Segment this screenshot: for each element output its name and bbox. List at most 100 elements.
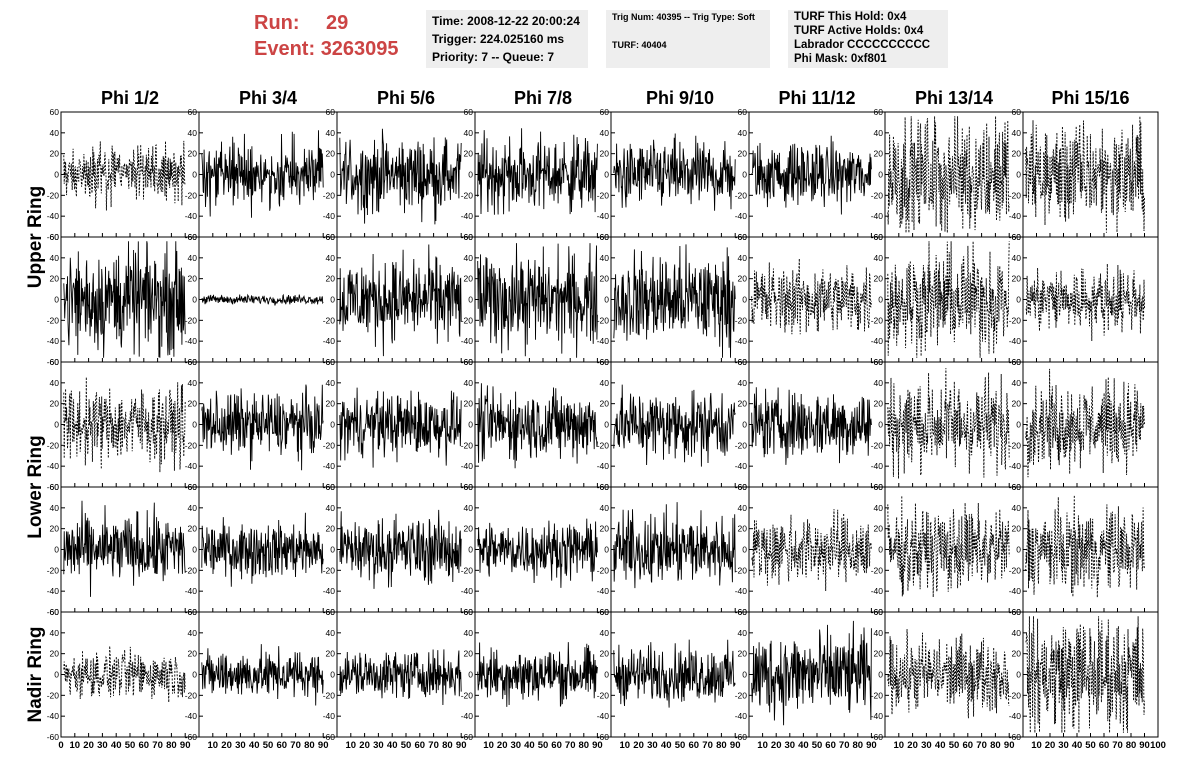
y-tick-label: -20 [597, 690, 610, 700]
waveform-trace [477, 243, 598, 358]
y-tick-label: 60 [50, 107, 60, 117]
y-tick-label: -20 [1009, 440, 1022, 450]
column-header: Phi 15/16 [1051, 88, 1129, 108]
x-tick-label: 30 [373, 740, 384, 751]
y-tick-label: -20 [1009, 690, 1022, 700]
y-tick-label: -20 [323, 565, 336, 575]
y-tick-label: -40 [323, 211, 336, 221]
waveform-trace [201, 293, 324, 306]
y-tick-label: -40 [47, 461, 60, 471]
x-tick-label: 90 [318, 740, 329, 751]
event-label: Event: [254, 38, 316, 60]
x-tick-label: 20 [359, 740, 370, 751]
y-tick-label: 60 [874, 357, 884, 367]
column-header: Phi 3/4 [239, 88, 297, 108]
y-tick-label: -60 [597, 732, 610, 742]
y-tick-label: 60 [1012, 607, 1022, 617]
x-tick-label: 50 [812, 740, 823, 751]
x-tick-label: 10 [757, 740, 768, 751]
y-tick-label: 60 [874, 107, 884, 117]
y-tick-label: 40 [738, 628, 748, 638]
x-tick-label: 80 [990, 740, 1001, 751]
y-tick-label: 40 [188, 253, 198, 263]
y-tick-label: 40 [1012, 378, 1022, 388]
x-tick-label: 50 [675, 740, 686, 751]
y-tick-label: -40 [461, 711, 474, 721]
y-tick-label: 40 [464, 253, 474, 263]
y-tick-label: -60 [47, 607, 60, 617]
run-label: Run: [254, 12, 300, 34]
y-tick-label: -60 [461, 732, 474, 742]
y-tick-label: 0 [604, 170, 609, 180]
y-tick-label: 40 [326, 628, 336, 638]
y-tick-label: 60 [1012, 357, 1022, 367]
y-tick-label: -20 [185, 690, 198, 700]
y-tick-label: -40 [735, 461, 748, 471]
y-tick-label: 0 [604, 295, 609, 305]
waveform-trace [887, 495, 1010, 598]
waveform-trace [477, 128, 598, 215]
x-tick-label: 90 [592, 740, 603, 751]
y-tick-label: 20 [464, 149, 474, 159]
x-tick-label: 70 [428, 740, 439, 751]
x-tick-label: 0 [58, 740, 63, 751]
y-tick-label: 40 [188, 378, 198, 388]
y-tick-label: 60 [188, 107, 198, 117]
y-tick-label: 0 [468, 295, 473, 305]
y-tick-label: 20 [1012, 149, 1022, 159]
y-tick-label: -20 [185, 440, 198, 450]
trigger-text: Trigger: 224.025160 ms [432, 32, 565, 46]
y-tick-label: 60 [738, 357, 748, 367]
x-tick-label: 100 [1150, 740, 1166, 751]
y-tick-label: 40 [1012, 503, 1022, 513]
x-tick-label: 10 [346, 740, 357, 751]
time-text: Time: 2008-12-22 20:00:24 [432, 14, 580, 28]
x-tick-label: 90 [1004, 740, 1015, 751]
y-tick-label: 40 [326, 378, 336, 388]
y-tick-label: 20 [738, 274, 748, 284]
y-tick-label: -20 [735, 190, 748, 200]
x-tick-label: 90 [456, 740, 467, 751]
x-tick-label: 40 [798, 740, 809, 751]
y-tick-label: 40 [326, 503, 336, 513]
y-tick-label: 60 [600, 482, 610, 492]
y-tick-label: -60 [47, 232, 60, 242]
turf-hold-text: TURF This Hold: 0x4 [794, 11, 907, 23]
y-tick-label: -20 [185, 565, 198, 575]
y-tick-label: 0 [878, 170, 883, 180]
waveform-trace [477, 383, 598, 469]
y-tick-label: 0 [878, 670, 883, 680]
y-tick-label: 60 [464, 607, 474, 617]
x-tick-label: 70 [976, 740, 987, 751]
y-tick-label: 20 [326, 399, 336, 409]
waveform-trace [613, 502, 736, 589]
y-tick-label: -40 [597, 461, 610, 471]
y-tick-label: 20 [738, 649, 748, 659]
waveform-trace [1025, 495, 1145, 598]
y-tick-label: 20 [874, 399, 884, 409]
column-header: Phi 11/12 [778, 88, 855, 108]
y-tick-label: 60 [326, 482, 336, 492]
y-tick-label: -40 [47, 211, 60, 221]
y-tick-label: -20 [461, 315, 474, 325]
y-tick-label: 0 [742, 170, 747, 180]
y-tick-label: 60 [188, 607, 198, 617]
y-tick-label: -40 [323, 336, 336, 346]
x-tick-label: 20 [221, 740, 232, 751]
x-tick-label: 10 [894, 740, 905, 751]
y-tick-label: 0 [192, 670, 197, 680]
y-tick-label: -60 [47, 482, 60, 492]
y-tick-label: -20 [461, 565, 474, 575]
y-tick-label: 40 [50, 503, 60, 513]
x-tick-label: 50 [538, 740, 549, 751]
y-tick-label: 40 [326, 253, 336, 263]
waveform-trace [339, 244, 462, 357]
y-tick-label: 60 [464, 232, 474, 242]
y-tick-label: 40 [600, 253, 610, 263]
waveform-trace [613, 639, 736, 708]
y-tick-label: 0 [54, 295, 59, 305]
y-tick-label: 40 [464, 628, 474, 638]
waveform-trace [477, 642, 598, 707]
y-tick-label: 60 [600, 607, 610, 617]
